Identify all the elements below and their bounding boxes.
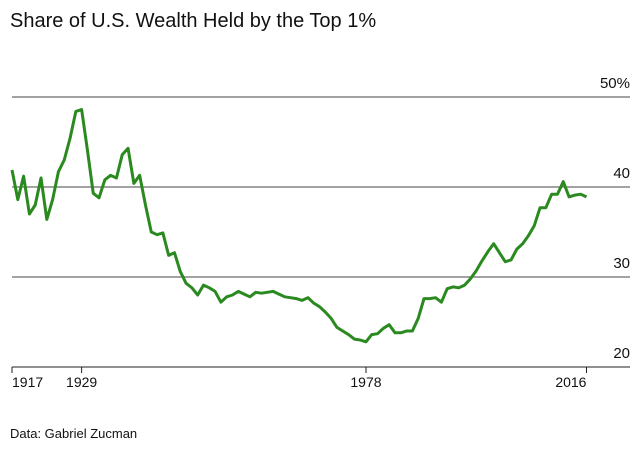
x-tick-label: 1978: [350, 374, 381, 390]
x-tick-label: 1929: [66, 374, 97, 390]
chart-title: Share of U.S. Wealth Held by the Top 1%: [10, 10, 376, 32]
y-tick-label: 30: [613, 255, 630, 272]
y-tick-label: 50%: [600, 75, 630, 92]
line: [10, 108, 588, 344]
y-tick-label: 20: [613, 345, 630, 362]
source: Data: Gabriel Zucman: [10, 426, 137, 441]
x-tick-label: 1917: [12, 374, 43, 390]
y-tick-label: 40: [613, 165, 630, 182]
x-tick-label: 2016: [555, 374, 586, 390]
